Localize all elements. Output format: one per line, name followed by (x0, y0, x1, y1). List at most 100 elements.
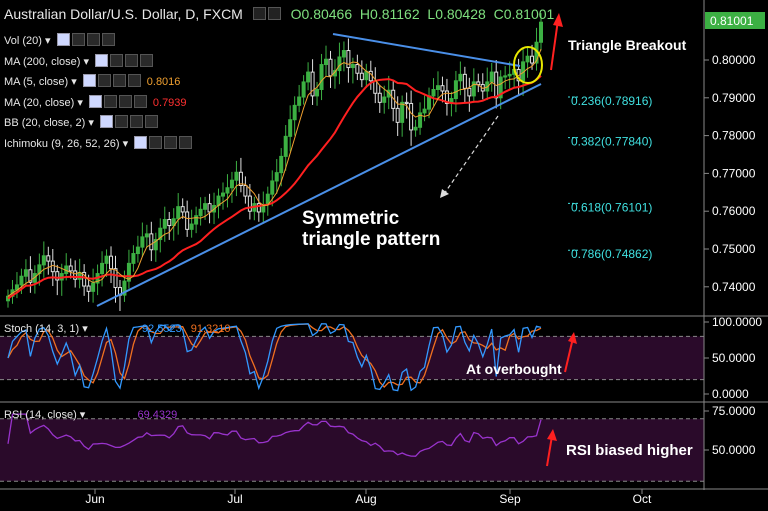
rsi-value: 69.4329 (137, 409, 178, 421)
candle-body (86, 285, 91, 292)
candle-body (377, 92, 382, 103)
candle-body (243, 184, 248, 197)
candle-body (440, 85, 445, 92)
candle-body (409, 102, 414, 131)
candle-body (525, 55, 530, 63)
stoch-arrow-head (568, 332, 577, 344)
candle-body (530, 55, 535, 64)
x-tick-label: Aug (355, 492, 376, 506)
candle-body (395, 107, 400, 123)
candle-body (270, 180, 275, 195)
candle-body (256, 203, 261, 213)
candle-body (220, 192, 225, 197)
header-icons[interactable] (252, 6, 283, 22)
candle-body (198, 208, 203, 217)
candle-body (503, 75, 508, 78)
indicator-row[interactable]: Vol (20) ▾ (4, 33, 117, 48)
rsi-arrow (546, 435, 553, 467)
candle-body (162, 219, 167, 229)
candle-body (382, 96, 387, 103)
candle-body (346, 50, 351, 69)
stoch-legend: Stoch (14, 3, 1) ▾ 92.5523 91.3210 (4, 323, 231, 335)
indicator-label: Vol (20) ▾ (4, 35, 51, 47)
candle-body (386, 89, 391, 98)
indicator-row[interactable]: Ichimoku (9, 26, 52, 26) ▾ (4, 135, 194, 151)
indicator-buttons[interactable] (88, 94, 149, 110)
candle-body (350, 64, 355, 69)
candle-body (400, 101, 405, 123)
candle-body (100, 262, 105, 275)
last-price-label: 0.81001 (710, 14, 754, 28)
indicator-row[interactable]: MA (20, close) ▾ 0.7939 (4, 94, 187, 110)
triangle-lower-trendline (96, 83, 542, 307)
stoch-d-value: 91.3210 (190, 323, 231, 335)
candle-body (55, 271, 60, 281)
indicator-buttons[interactable] (95, 53, 155, 69)
candle-body (238, 171, 243, 186)
indicator-value: 0.7939 (152, 96, 187, 109)
candle-body (126, 262, 131, 282)
last-price-tag (705, 12, 765, 29)
rsi-band (0, 418, 704, 482)
stoch-tick-label: 0.0000 (712, 387, 749, 401)
candle-body (176, 206, 181, 220)
stochastic-panel (0, 323, 704, 392)
candle-body (462, 73, 467, 89)
candle-body (498, 76, 503, 99)
indicator-buttons[interactable] (56, 33, 117, 48)
candle-body (391, 89, 396, 109)
candle-body (297, 96, 302, 106)
candle-body (471, 81, 476, 97)
rsi-legend: RSI (14, close) ▾ 69.4329 (4, 409, 178, 421)
candle-body (247, 195, 252, 212)
low-value: 0.80428 (435, 6, 486, 22)
fib-level-label: 0.236(0.78916) (571, 94, 652, 108)
indicator-row[interactable]: BB (20, close, 2) ▾ (4, 115, 160, 130)
indicator-buttons[interactable] (134, 135, 194, 151)
overbought-annotation: At overbought (466, 361, 562, 377)
candle-body (341, 50, 346, 58)
rsi-arrow-head (547, 429, 557, 441)
open-value: 0.80466 (301, 6, 353, 22)
candle-body (158, 227, 163, 241)
indicator-row[interactable]: MA (5, close) ▾ 0.8016 (4, 74, 180, 89)
rsi-line (7, 413, 542, 457)
candle-body (435, 85, 440, 90)
candle-body (41, 255, 46, 266)
candle-body (73, 270, 78, 280)
candle-body (373, 80, 378, 94)
candle-body (68, 265, 73, 272)
candle-body (91, 282, 96, 292)
stoch-tick-label: 50.0000 (712, 351, 756, 365)
candle-body (431, 88, 436, 97)
y-tick-label: 0.75000 (712, 242, 756, 256)
fib-level-label: 0.786(0.74862) (571, 247, 652, 261)
y-tick-label: 0.80000 (712, 53, 756, 67)
candle-body (418, 112, 423, 128)
candle-body (539, 21, 543, 43)
candle-body (82, 271, 87, 287)
candle-body (135, 246, 140, 255)
candle-body (453, 80, 458, 100)
projection-arrow-head (440, 189, 449, 198)
indicator-buttons[interactable] (99, 115, 160, 130)
candle-body (489, 71, 494, 83)
candle-body (328, 58, 333, 77)
candle-body (194, 215, 199, 225)
candle-body (131, 253, 136, 264)
indicator-label: MA (20, close) ▾ (4, 96, 83, 109)
candle-body (207, 203, 212, 213)
ma5-line (7, 48, 542, 297)
candle-body (364, 70, 369, 81)
indicator-row[interactable]: MA (200, close) ▾ (4, 53, 155, 69)
candle-body (113, 268, 118, 289)
fib-level-label: 0.618(0.76101) (571, 200, 652, 214)
indicator-buttons[interactable] (82, 74, 143, 89)
stoch-k-value: 92.5523 (141, 323, 182, 335)
candle-body (355, 64, 360, 74)
candle-body (23, 269, 28, 277)
rsi-tick-label: 50.0000 (712, 443, 756, 457)
x-tick-label: Sep (499, 492, 521, 506)
triangle-annotation-line2: triangle pattern (302, 229, 441, 250)
candle-body (225, 187, 230, 194)
